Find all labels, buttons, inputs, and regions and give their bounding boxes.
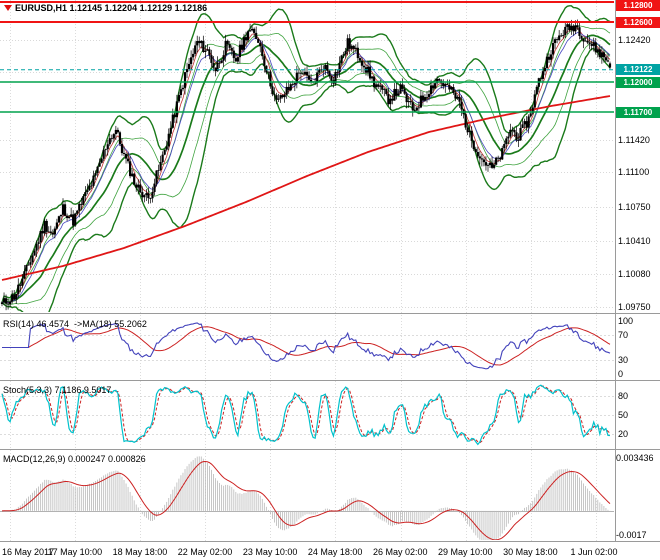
stoch-indicator-label: Stoch(5,3,3) 7.1186 9.5017	[3, 385, 112, 395]
macd-indicator-label: MACD(12,26,9) 0.000247 0.000826	[3, 454, 146, 464]
rsi-indicator-label: RSI(14) 46.4574 ->MA(18) 55.2062	[3, 319, 147, 329]
chart-title-text: EURUSD,H1 1.12145 1.12204 1.12129 1.1218…	[15, 3, 208, 13]
symbol-marker-icon	[4, 5, 12, 11]
chart-title: EURUSD,H1 1.12145 1.12204 1.12129 1.1218…	[4, 3, 207, 13]
